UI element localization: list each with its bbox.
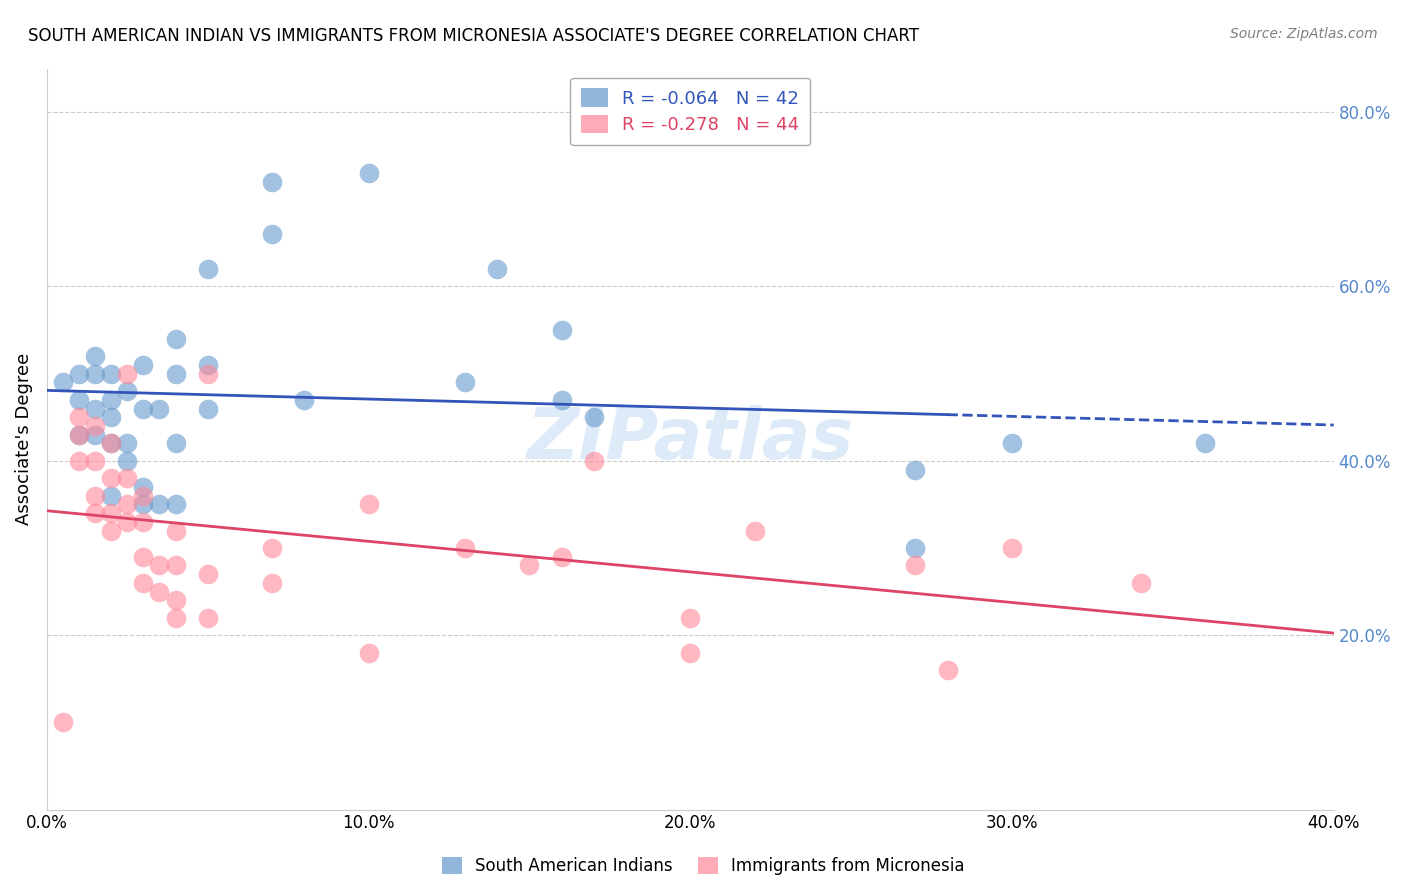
- Text: ZIPatlas: ZIPatlas: [527, 405, 853, 474]
- Point: [132, 497, 155, 511]
- Point: [165, 497, 187, 511]
- Point: [262, 227, 284, 242]
- Point: [67, 427, 90, 442]
- Point: [132, 549, 155, 564]
- Point: [904, 541, 927, 555]
- Point: [100, 524, 122, 538]
- Point: [67, 410, 90, 425]
- Point: [84, 489, 107, 503]
- Point: [1001, 541, 1024, 555]
- Point: [117, 367, 139, 381]
- Point: [262, 175, 284, 189]
- Point: [100, 489, 122, 503]
- Legend: South American Indians, Immigrants from Micronesia: South American Indians, Immigrants from …: [433, 849, 973, 884]
- Point: [100, 436, 122, 450]
- Point: [262, 541, 284, 555]
- Point: [148, 584, 170, 599]
- Point: [132, 575, 155, 590]
- Point: [117, 384, 139, 398]
- Point: [165, 524, 187, 538]
- Point: [84, 427, 107, 442]
- Point: [936, 663, 959, 677]
- Point: [262, 575, 284, 590]
- Point: [100, 410, 122, 425]
- Point: [132, 480, 155, 494]
- Point: [165, 367, 187, 381]
- Point: [550, 323, 572, 337]
- Point: [100, 392, 122, 407]
- Point: [67, 427, 90, 442]
- Point: [197, 611, 219, 625]
- Point: [550, 549, 572, 564]
- Point: [357, 166, 380, 180]
- Point: [100, 506, 122, 520]
- Point: [100, 471, 122, 485]
- Point: [582, 454, 605, 468]
- Point: [679, 611, 702, 625]
- Point: [117, 454, 139, 468]
- Point: [132, 401, 155, 416]
- Point: [197, 401, 219, 416]
- Point: [132, 358, 155, 372]
- Point: [454, 541, 477, 555]
- Point: [904, 558, 927, 573]
- Point: [582, 410, 605, 425]
- Text: Source: ZipAtlas.com: Source: ZipAtlas.com: [1230, 27, 1378, 41]
- Point: [197, 262, 219, 277]
- Point: [292, 392, 315, 407]
- Point: [1194, 436, 1216, 450]
- Point: [117, 471, 139, 485]
- Point: [1001, 436, 1024, 450]
- Point: [165, 436, 187, 450]
- Point: [132, 515, 155, 529]
- Point: [84, 506, 107, 520]
- Text: SOUTH AMERICAN INDIAN VS IMMIGRANTS FROM MICRONESIA ASSOCIATE'S DEGREE CORRELATI: SOUTH AMERICAN INDIAN VS IMMIGRANTS FROM…: [28, 27, 920, 45]
- Point: [357, 646, 380, 660]
- Point: [84, 419, 107, 434]
- Point: [1129, 575, 1152, 590]
- Point: [132, 489, 155, 503]
- Point: [100, 367, 122, 381]
- Point: [148, 558, 170, 573]
- Y-axis label: Associate's Degree: Associate's Degree: [15, 353, 32, 525]
- Point: [117, 436, 139, 450]
- Point: [84, 401, 107, 416]
- Point: [197, 367, 219, 381]
- Point: [165, 332, 187, 346]
- Point: [100, 436, 122, 450]
- Point: [550, 392, 572, 407]
- Point: [84, 454, 107, 468]
- Point: [52, 376, 75, 390]
- Point: [486, 262, 509, 277]
- Point: [67, 454, 90, 468]
- Point: [84, 367, 107, 381]
- Point: [148, 497, 170, 511]
- Point: [197, 567, 219, 582]
- Point: [67, 392, 90, 407]
- Point: [165, 593, 187, 607]
- Point: [679, 646, 702, 660]
- Point: [67, 367, 90, 381]
- Point: [357, 497, 380, 511]
- Point: [148, 401, 170, 416]
- Point: [165, 558, 187, 573]
- Point: [519, 558, 541, 573]
- Point: [454, 376, 477, 390]
- Point: [117, 497, 139, 511]
- Point: [165, 611, 187, 625]
- Point: [197, 358, 219, 372]
- Point: [904, 462, 927, 476]
- Point: [117, 515, 139, 529]
- Legend: R = -0.064   N = 42, R = -0.278   N = 44: R = -0.064 N = 42, R = -0.278 N = 44: [569, 78, 810, 145]
- Point: [84, 349, 107, 363]
- Point: [744, 524, 766, 538]
- Point: [52, 715, 75, 730]
